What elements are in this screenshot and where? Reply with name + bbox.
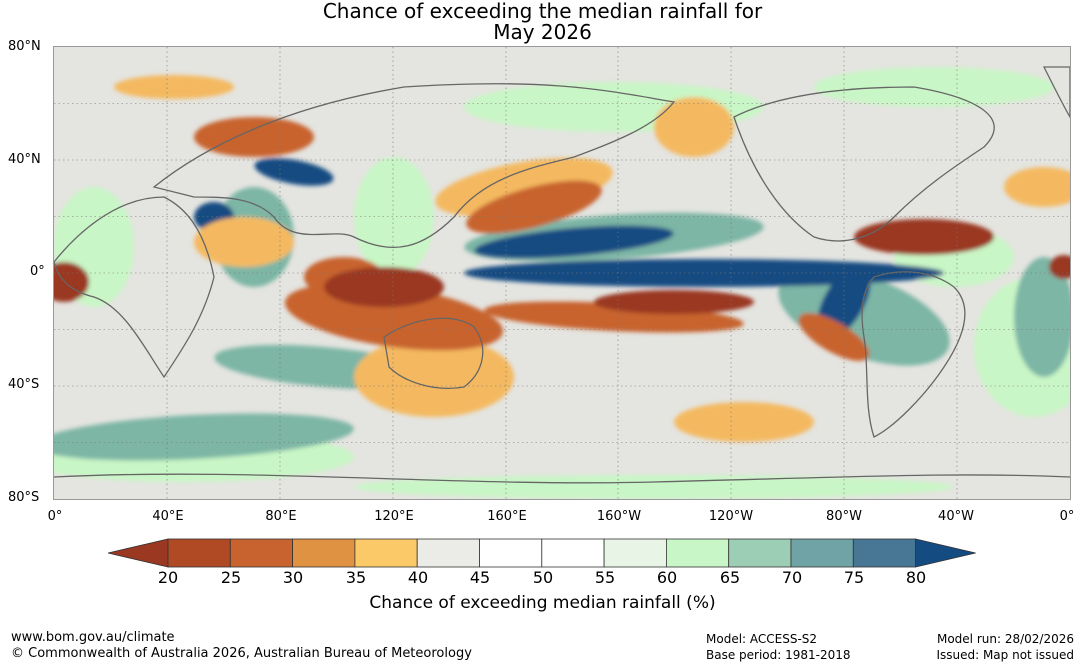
lat-label-equator: 0° — [30, 264, 45, 279]
colorbar-cell — [790, 538, 854, 568]
colorbar-high-extend — [915, 538, 976, 568]
colorbar-tick-40: 40 — [407, 568, 429, 587]
rainfall-anomaly-regions — [54, 67, 1070, 499]
footer-base-period: Base period: 1981-2018 — [706, 648, 851, 662]
coastline — [861, 271, 966, 438]
anomaly-region — [194, 217, 294, 267]
footer-url: www.bom.gov.au/climate — [11, 630, 175, 645]
colorbar-cell — [479, 538, 543, 568]
colorbar-tick-80: 80 — [905, 568, 927, 587]
colorbar-cell — [167, 538, 231, 568]
footer-model: Model: ACCESS-S2 — [706, 632, 818, 646]
coastline — [383, 317, 484, 389]
anomaly-region — [1014, 257, 1070, 377]
anomaly-region — [854, 219, 994, 255]
lat-label-80n: 80°N — [8, 39, 41, 54]
anomaly-region — [464, 259, 944, 287]
anomaly-region — [466, 180, 602, 234]
coastline — [733, 86, 995, 242]
coastline — [54, 473, 1070, 484]
anomaly-region — [474, 225, 674, 259]
colorbar-low-extend — [108, 538, 169, 568]
lon-label-80w: 80°W — [826, 509, 862, 524]
lon-label-0-east: 0° — [1059, 509, 1075, 524]
rainfall-probability-map — [53, 46, 1071, 500]
graticule — [54, 47, 1070, 499]
coastline — [152, 83, 676, 249]
colorbar-label: Chance of exceeding median rainfall (%) — [369, 593, 716, 613]
anomaly-region — [778, 268, 950, 366]
footer-issued: Issued: Map not issued — [936, 648, 1074, 662]
lon-label-40e: 40°E — [152, 509, 184, 524]
anomaly-region — [254, 158, 334, 186]
anomaly-region — [1004, 167, 1070, 207]
lon-label-40w: 40°W — [938, 509, 974, 524]
colorbar-cell — [728, 538, 792, 568]
footer-model-run: Model run: 28/02/2026 — [936, 632, 1074, 646]
coastline — [1042, 66, 1070, 119]
anomaly-region — [814, 67, 1054, 107]
lat-label-40s: 40°S — [8, 377, 40, 392]
colorbar-cell — [416, 538, 480, 568]
anomaly-region — [674, 402, 814, 442]
lon-label-120w: 120°W — [708, 509, 754, 524]
chart-title-line-1: Chance of exceeding the median rainfall … — [322, 0, 763, 23]
colorbar-cell — [292, 538, 356, 568]
colorbar-tick-65: 65 — [719, 568, 741, 587]
colorbar-tick-70: 70 — [781, 568, 803, 587]
colorbar-tick-50: 50 — [532, 568, 554, 587]
colorbar-tick-20: 20 — [157, 568, 179, 587]
lat-label-40n: 40°N — [8, 152, 41, 167]
colorbar-tick-25: 25 — [220, 568, 242, 587]
colorbar-tick-75: 75 — [843, 568, 865, 587]
colorbar-tick-55: 55 — [594, 568, 616, 587]
anomaly-region — [194, 117, 314, 157]
colorbar — [108, 538, 976, 568]
lon-label-0-west: 0° — [47, 509, 63, 524]
coastlines — [54, 66, 1070, 484]
colorbar-cell — [603, 538, 667, 568]
lon-label-120e: 120°E — [374, 509, 414, 524]
anomaly-region — [594, 290, 754, 314]
lon-label-160w: 160°W — [596, 509, 642, 524]
coastline — [54, 196, 215, 379]
anomaly-region — [114, 75, 234, 99]
lat-label-80s: 80°S — [8, 490, 40, 505]
anomaly-region — [324, 267, 444, 307]
colorbar-tick-35: 35 — [345, 568, 367, 587]
lon-label-160e: 160°E — [487, 509, 527, 524]
colorbar-cell — [666, 538, 730, 568]
footer-copyright: © Commonwealth of Australia 2026, Austra… — [11, 646, 472, 661]
colorbar-tick-45: 45 — [469, 568, 491, 587]
map-canvas — [54, 47, 1070, 499]
anomaly-region — [354, 475, 954, 499]
anomaly-region — [654, 97, 734, 157]
colorbar-cell — [541, 538, 605, 568]
lon-label-80e: 80°E — [265, 509, 297, 524]
colorbar-tick-60: 60 — [656, 568, 678, 587]
anomaly-region — [354, 157, 434, 277]
colorbar-tick-30: 30 — [282, 568, 304, 587]
colorbar-cell — [229, 538, 294, 568]
anomaly-region — [798, 313, 870, 361]
chart-title-line-2: May 2026 — [493, 20, 592, 44]
anomaly-region — [54, 413, 354, 461]
colorbar-cell — [852, 538, 916, 568]
anomaly-region — [354, 337, 514, 417]
colorbar-cell — [354, 538, 418, 568]
